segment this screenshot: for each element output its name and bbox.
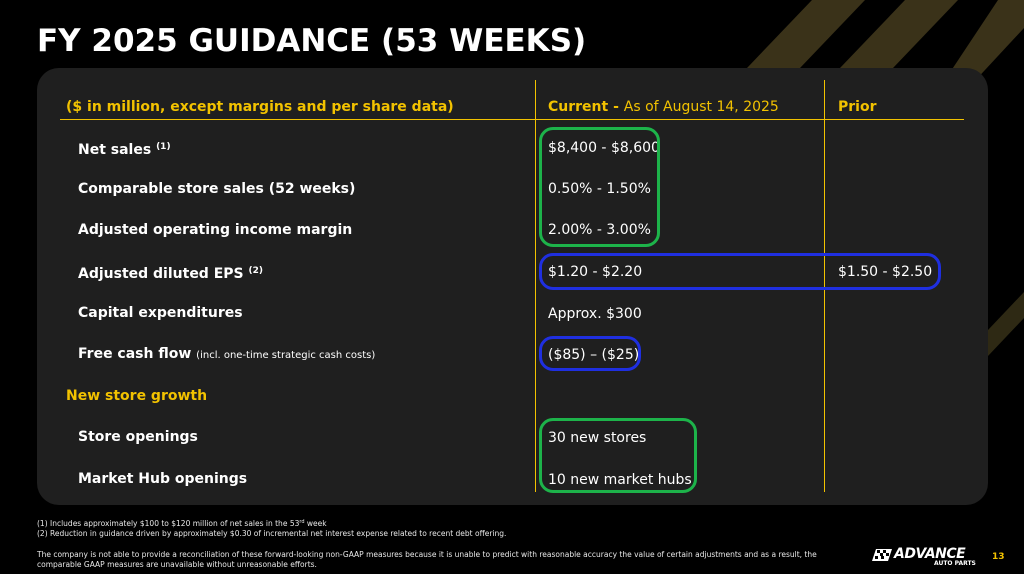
footnote-1: (1) Includes approximately $100 to $120 … xyxy=(37,518,327,528)
highlight-box-blue-eps xyxy=(539,253,941,290)
row-label-capital-expenditures: Capital expenditures xyxy=(78,305,243,321)
value-store-openings: 30 new stores xyxy=(548,430,647,446)
section-new-store-growth: New store growth xyxy=(66,388,208,404)
row-label-adjusted-operating-income-margin: Adjusted operating income margin xyxy=(78,222,353,238)
disclaimer-line-2: comparable GAAP measures are unavailable… xyxy=(37,560,317,569)
logo-wordmark: ADVANCE xyxy=(894,546,966,562)
net-sales-text: Net sales xyxy=(78,142,152,158)
page-number: 13 xyxy=(992,552,1005,562)
adjusted-diluted-eps-text: Adjusted diluted EPS xyxy=(78,266,244,282)
free-cash-flow-note: (incl. one-time strategic cash costs) xyxy=(196,350,376,361)
guidance-panel xyxy=(37,68,988,505)
header-current-asof: As of August 14, 2025 xyxy=(623,99,779,115)
highlight-box-green-growth xyxy=(539,418,697,493)
checkered-flag-icon xyxy=(872,549,892,561)
highlight-box-green-top xyxy=(539,127,660,247)
header-underline xyxy=(60,119,964,120)
value-free-cash-flow: ($85) – ($25) xyxy=(548,347,640,363)
value-market-hub-openings: 10 new market hubs xyxy=(548,472,692,488)
row-label-comparable-store-sales: Comparable store sales (52 weeks) xyxy=(78,181,356,197)
row-label-market-hub-openings: Market Hub openings xyxy=(78,471,248,487)
disclaimer-line-1: The company is not able to provide a rec… xyxy=(37,550,817,559)
free-cash-flow-text: Free cash flow xyxy=(78,346,192,362)
footnote-2: (2) Reduction in guidance driven by appr… xyxy=(37,529,507,538)
value-net-sales: $8,400 - $8,600 xyxy=(548,140,660,156)
prior-value-adjusted-diluted-eps: $1.50 - $2.50 xyxy=(838,264,933,280)
footnote-1-text: (1) Includes approximately $100 to $120 … xyxy=(37,519,300,528)
column-divider-prior xyxy=(824,80,825,492)
value-adjusted-operating-income-margin: 2.00% - 3.00% xyxy=(548,222,651,238)
row-label-store-openings: Store openings xyxy=(78,429,198,445)
footnote-ref-2: (2) xyxy=(248,266,264,276)
footnote-1-suffix: week xyxy=(304,519,327,528)
value-comparable-store-sales: 0.50% - 1.50% xyxy=(548,181,651,197)
value-adjusted-diluted-eps: $1.20 - $2.20 xyxy=(548,264,643,280)
header-prior: Prior xyxy=(838,99,877,115)
row-label-net-sales: Net sales (1) xyxy=(78,138,171,159)
value-capital-expenditures: Approx. $300 xyxy=(548,306,642,322)
column-divider-current xyxy=(535,80,536,492)
header-current: Current - As of August 14, 2025 xyxy=(548,98,779,116)
header-current-label: Current - xyxy=(548,99,619,115)
highlight-box-blue-fcf xyxy=(539,336,641,371)
footnote-1-sup: rd xyxy=(299,519,305,525)
row-label-free-cash-flow: Free cash flow (incl. one-time strategic… xyxy=(78,345,375,365)
row-label-adjusted-diluted-eps: Adjusted diluted EPS (2) xyxy=(78,262,263,283)
advance-auto-parts-logo: ADVANCE AUTO PARTS xyxy=(872,546,976,570)
logo-subtext: AUTO PARTS xyxy=(934,560,976,567)
footnote-ref-1: (1) xyxy=(156,142,171,152)
slide-title: FY 2025 GUIDANCE (53 WEEKS) xyxy=(37,23,587,59)
header-units: ($ in million, except margins and per sh… xyxy=(66,99,454,115)
